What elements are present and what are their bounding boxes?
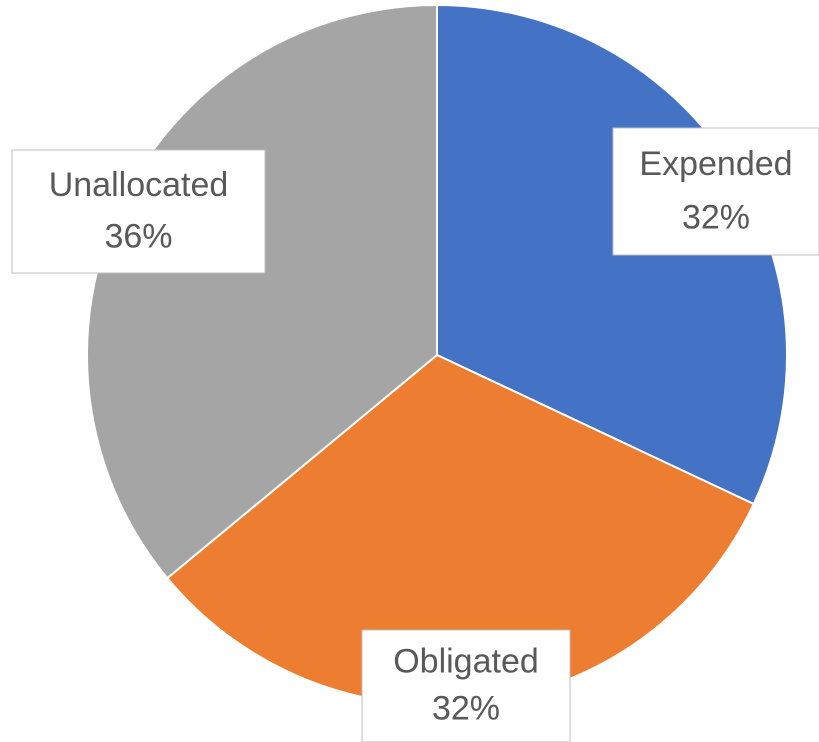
- label-box: [612, 127, 819, 256]
- category-label: Unallocated: [49, 166, 229, 204]
- value-label: 36%: [104, 218, 172, 256]
- label-box: [361, 629, 571, 742]
- label-box: [11, 149, 266, 274]
- category-label: Obligated: [393, 643, 539, 681]
- value-label: 32%: [432, 690, 500, 728]
- category-label: Expended: [639, 145, 792, 183]
- value-label: 32%: [682, 198, 750, 236]
